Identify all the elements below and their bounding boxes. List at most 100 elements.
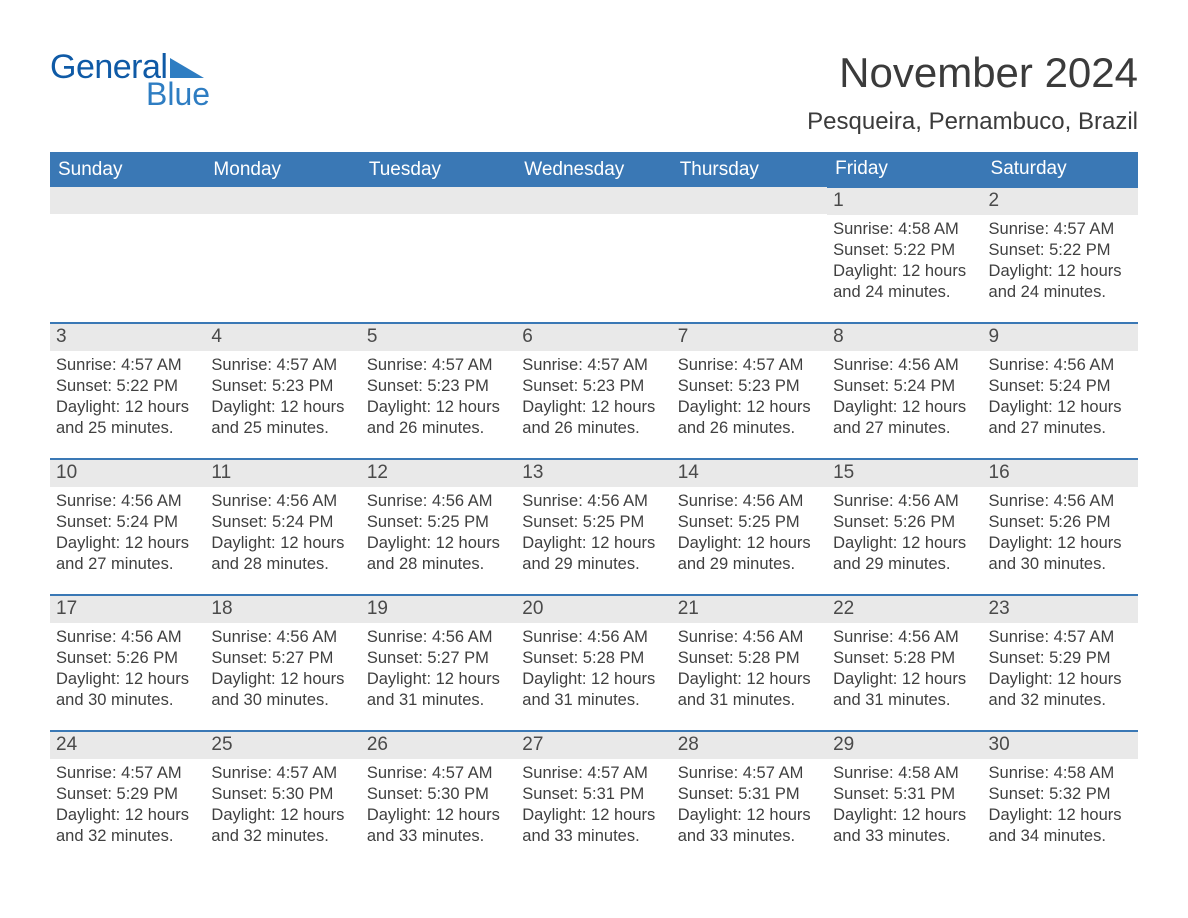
sunrise-text: Sunrise: 4:57 AM: [56, 355, 199, 376]
sunrise-text: Sunrise: 4:57 AM: [56, 763, 199, 784]
day-cell: 17Sunrise: 4:56 AMSunset: 5:26 PMDayligh…: [50, 595, 205, 731]
day-body: Sunrise: 4:58 AMSunset: 5:31 PMDaylight:…: [827, 759, 982, 853]
daylight-text: Daylight: 12 hours and 31 minutes.: [522, 669, 665, 711]
sunset-text: Sunset: 5:28 PM: [522, 648, 665, 669]
day-body: Sunrise: 4:56 AMSunset: 5:26 PMDaylight:…: [827, 487, 982, 581]
day-cell: [672, 187, 827, 323]
day-number: 20: [516, 596, 671, 623]
sunrise-text: Sunrise: 4:58 AM: [833, 219, 976, 240]
day-cell: 18Sunrise: 4:56 AMSunset: 5:27 PMDayligh…: [205, 595, 360, 731]
day-number-bar: [50, 187, 205, 214]
sunrise-text: Sunrise: 4:56 AM: [56, 491, 199, 512]
day-number: 9: [983, 324, 1138, 351]
week-row: 1Sunrise: 4:58 AMSunset: 5:22 PMDaylight…: [50, 187, 1138, 323]
day-body: Sunrise: 4:57 AMSunset: 5:31 PMDaylight:…: [516, 759, 671, 853]
sunrise-text: Sunrise: 4:57 AM: [367, 355, 510, 376]
day-cell: 7Sunrise: 4:57 AMSunset: 5:23 PMDaylight…: [672, 323, 827, 459]
day-body: Sunrise: 4:57 AMSunset: 5:22 PMDaylight:…: [983, 215, 1138, 309]
sunrise-text: Sunrise: 4:56 AM: [211, 627, 354, 648]
day-number: 16: [983, 460, 1138, 487]
daylight-text: Daylight: 12 hours and 32 minutes.: [211, 805, 354, 847]
day-body: Sunrise: 4:56 AMSunset: 5:24 PMDaylight:…: [205, 487, 360, 581]
day-number: 21: [672, 596, 827, 623]
daylight-text: Daylight: 12 hours and 31 minutes.: [678, 669, 821, 711]
brand-logo: General Blue: [50, 50, 210, 110]
day-body: Sunrise: 4:56 AMSunset: 5:25 PMDaylight:…: [516, 487, 671, 581]
day-body: Sunrise: 4:56 AMSunset: 5:28 PMDaylight:…: [827, 623, 982, 717]
day-cell: 13Sunrise: 4:56 AMSunset: 5:25 PMDayligh…: [516, 459, 671, 595]
sunset-text: Sunset: 5:31 PM: [522, 784, 665, 805]
sunset-text: Sunset: 5:25 PM: [678, 512, 821, 533]
day-body: Sunrise: 4:56 AMSunset: 5:27 PMDaylight:…: [361, 623, 516, 717]
daylight-text: Daylight: 12 hours and 28 minutes.: [367, 533, 510, 575]
sunrise-text: Sunrise: 4:56 AM: [833, 355, 976, 376]
daylight-text: Daylight: 12 hours and 25 minutes.: [211, 397, 354, 439]
day-cell: 24Sunrise: 4:57 AMSunset: 5:29 PMDayligh…: [50, 731, 205, 867]
day-cell: 2Sunrise: 4:57 AMSunset: 5:22 PMDaylight…: [983, 187, 1138, 323]
day-number: 29: [827, 732, 982, 759]
daylight-text: Daylight: 12 hours and 32 minutes.: [989, 669, 1132, 711]
day-body: Sunrise: 4:56 AMSunset: 5:24 PMDaylight:…: [827, 351, 982, 445]
daylight-text: Daylight: 12 hours and 30 minutes.: [211, 669, 354, 711]
day-number-bar: [361, 187, 516, 214]
day-number: 10: [50, 460, 205, 487]
daylight-text: Daylight: 12 hours and 29 minutes.: [522, 533, 665, 575]
daylight-text: Daylight: 12 hours and 31 minutes.: [367, 669, 510, 711]
sunrise-text: Sunrise: 4:56 AM: [678, 491, 821, 512]
sunset-text: Sunset: 5:30 PM: [367, 784, 510, 805]
day-number: 11: [205, 460, 360, 487]
day-number: 19: [361, 596, 516, 623]
day-body: Sunrise: 4:57 AMSunset: 5:22 PMDaylight:…: [50, 351, 205, 445]
sunrise-text: Sunrise: 4:57 AM: [211, 355, 354, 376]
day-body: Sunrise: 4:57 AMSunset: 5:29 PMDaylight:…: [50, 759, 205, 853]
title-block: November 2024 Pesqueira, Pernambuco, Bra…: [807, 50, 1138, 146]
week-row: 10Sunrise: 4:56 AMSunset: 5:24 PMDayligh…: [50, 459, 1138, 595]
day-cell: 30Sunrise: 4:58 AMSunset: 5:32 PMDayligh…: [983, 731, 1138, 867]
sunset-text: Sunset: 5:23 PM: [678, 376, 821, 397]
day-number-bar: [672, 187, 827, 214]
week-row: 24Sunrise: 4:57 AMSunset: 5:29 PMDayligh…: [50, 731, 1138, 867]
day-cell: 14Sunrise: 4:56 AMSunset: 5:25 PMDayligh…: [672, 459, 827, 595]
sunset-text: Sunset: 5:27 PM: [367, 648, 510, 669]
sunset-text: Sunset: 5:24 PM: [833, 376, 976, 397]
sunset-text: Sunset: 5:29 PM: [56, 784, 199, 805]
brand-triangle-icon: [170, 58, 204, 78]
day-body: Sunrise: 4:57 AMSunset: 5:30 PMDaylight:…: [205, 759, 360, 853]
sunrise-text: Sunrise: 4:56 AM: [211, 491, 354, 512]
day-number: 6: [516, 324, 671, 351]
daylight-text: Daylight: 12 hours and 30 minutes.: [989, 533, 1132, 575]
brand-word-2: Blue: [146, 78, 210, 110]
day-number: 13: [516, 460, 671, 487]
sunrise-text: Sunrise: 4:56 AM: [56, 627, 199, 648]
sunset-text: Sunset: 5:25 PM: [522, 512, 665, 533]
day-body: Sunrise: 4:57 AMSunset: 5:30 PMDaylight:…: [361, 759, 516, 853]
day-cell: 3Sunrise: 4:57 AMSunset: 5:22 PMDaylight…: [50, 323, 205, 459]
sunrise-text: Sunrise: 4:56 AM: [989, 355, 1132, 376]
sunset-text: Sunset: 5:31 PM: [833, 784, 976, 805]
day-number: 18: [205, 596, 360, 623]
day-cell: 1Sunrise: 4:58 AMSunset: 5:22 PMDaylight…: [827, 187, 982, 323]
day-cell: 10Sunrise: 4:56 AMSunset: 5:24 PMDayligh…: [50, 459, 205, 595]
day-cell: 27Sunrise: 4:57 AMSunset: 5:31 PMDayligh…: [516, 731, 671, 867]
sunset-text: Sunset: 5:28 PM: [678, 648, 821, 669]
day-header: Wednesday: [516, 152, 671, 187]
daylight-text: Daylight: 12 hours and 28 minutes.: [211, 533, 354, 575]
sunset-text: Sunset: 5:24 PM: [211, 512, 354, 533]
daylight-text: Daylight: 12 hours and 32 minutes.: [56, 805, 199, 847]
day-cell: 16Sunrise: 4:56 AMSunset: 5:26 PMDayligh…: [983, 459, 1138, 595]
sunset-text: Sunset: 5:29 PM: [989, 648, 1132, 669]
day-number: 8: [827, 324, 982, 351]
day-header: Tuesday: [361, 152, 516, 187]
sunset-text: Sunset: 5:31 PM: [678, 784, 821, 805]
daylight-text: Daylight: 12 hours and 33 minutes.: [522, 805, 665, 847]
sunrise-text: Sunrise: 4:57 AM: [989, 627, 1132, 648]
sunrise-text: Sunrise: 4:57 AM: [522, 763, 665, 784]
sunrise-text: Sunrise: 4:56 AM: [678, 627, 821, 648]
sunrise-text: Sunrise: 4:57 AM: [989, 219, 1132, 240]
day-body: Sunrise: 4:57 AMSunset: 5:23 PMDaylight:…: [516, 351, 671, 445]
day-cell: [516, 187, 671, 323]
daylight-text: Daylight: 12 hours and 27 minutes.: [989, 397, 1132, 439]
day-header: Monday: [205, 152, 360, 187]
day-number: 7: [672, 324, 827, 351]
sunset-text: Sunset: 5:25 PM: [367, 512, 510, 533]
